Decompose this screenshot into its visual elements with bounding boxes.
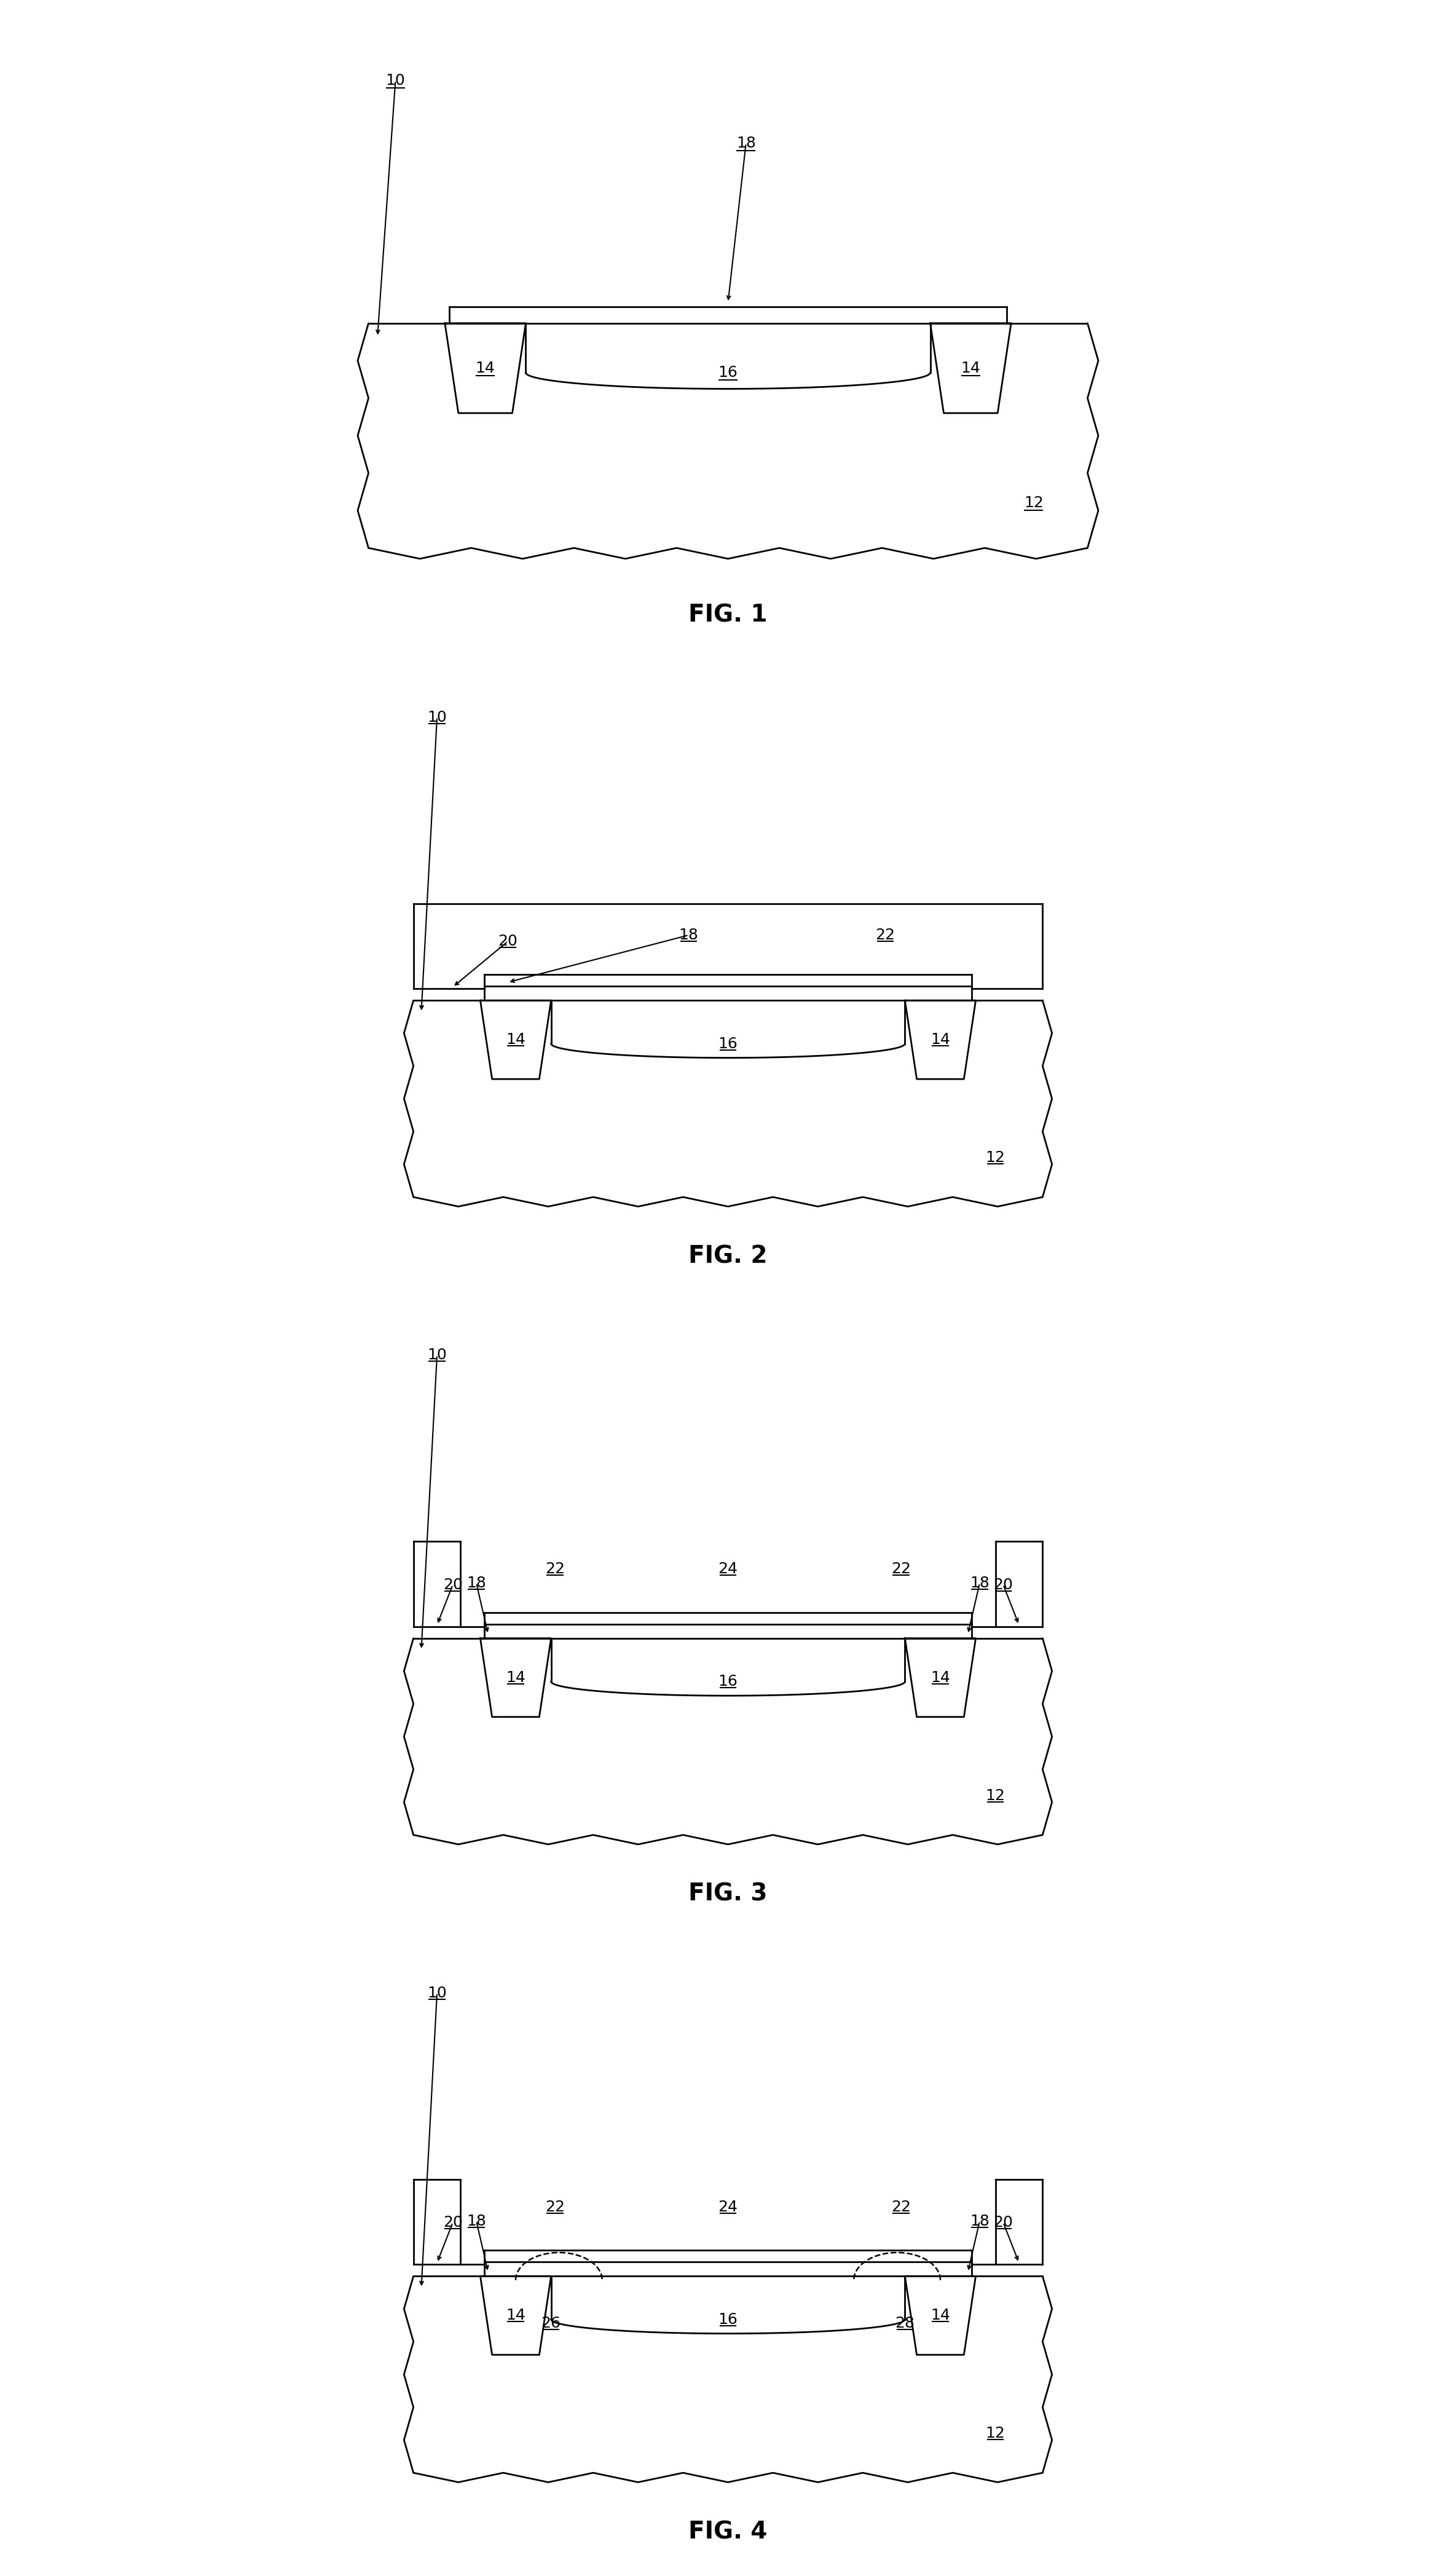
Text: FIG. 1: FIG. 1: [689, 604, 767, 627]
Text: 14: 14: [930, 1669, 951, 1684]
Text: 14: 14: [476, 361, 495, 376]
Text: 14: 14: [505, 2309, 526, 2322]
Text: 16: 16: [718, 2312, 738, 2327]
Text: 20: 20: [443, 1577, 463, 1592]
Text: FIG. 4: FIG. 4: [689, 2519, 767, 2545]
Text: 22: 22: [875, 927, 895, 942]
Text: 18: 18: [970, 1577, 990, 1590]
Text: 20: 20: [498, 934, 517, 950]
Text: 18: 18: [678, 927, 699, 942]
Text: 16: 16: [718, 366, 738, 379]
Text: FIG. 3: FIG. 3: [689, 1882, 767, 1905]
Text: 10: 10: [427, 1347, 447, 1362]
Text: 22: 22: [545, 2199, 565, 2214]
Text: 18: 18: [970, 2214, 990, 2227]
Text: 26: 26: [542, 2317, 561, 2330]
Text: 20: 20: [443, 2214, 463, 2230]
Text: 10: 10: [386, 74, 405, 87]
Text: 24: 24: [718, 2199, 738, 2214]
Text: 16: 16: [718, 1674, 738, 1690]
Text: 16: 16: [718, 1037, 738, 1052]
Text: 14: 14: [505, 1032, 526, 1047]
Text: 18: 18: [466, 1577, 486, 1590]
Text: 18: 18: [466, 2214, 486, 2227]
Text: 22: 22: [891, 2199, 911, 2214]
Text: 10: 10: [427, 1987, 447, 1999]
Text: 20: 20: [993, 2214, 1013, 2230]
Text: 10: 10: [427, 709, 447, 724]
Text: 12: 12: [986, 2427, 1005, 2440]
Text: 14: 14: [930, 1032, 951, 1047]
Text: 28: 28: [895, 2317, 914, 2330]
Text: 24: 24: [718, 1562, 738, 1577]
Text: 12: 12: [986, 1149, 1005, 1165]
Text: 12: 12: [986, 1789, 1005, 1802]
Text: 14: 14: [961, 361, 980, 376]
Text: 12: 12: [1024, 497, 1044, 509]
Text: FIG. 2: FIG. 2: [689, 1244, 767, 1267]
Text: 20: 20: [993, 1577, 1013, 1592]
Text: 18: 18: [737, 136, 756, 151]
Text: 14: 14: [930, 2309, 951, 2322]
Text: 22: 22: [891, 1562, 911, 1577]
Text: 22: 22: [545, 1562, 565, 1577]
Text: 14: 14: [505, 1669, 526, 1684]
